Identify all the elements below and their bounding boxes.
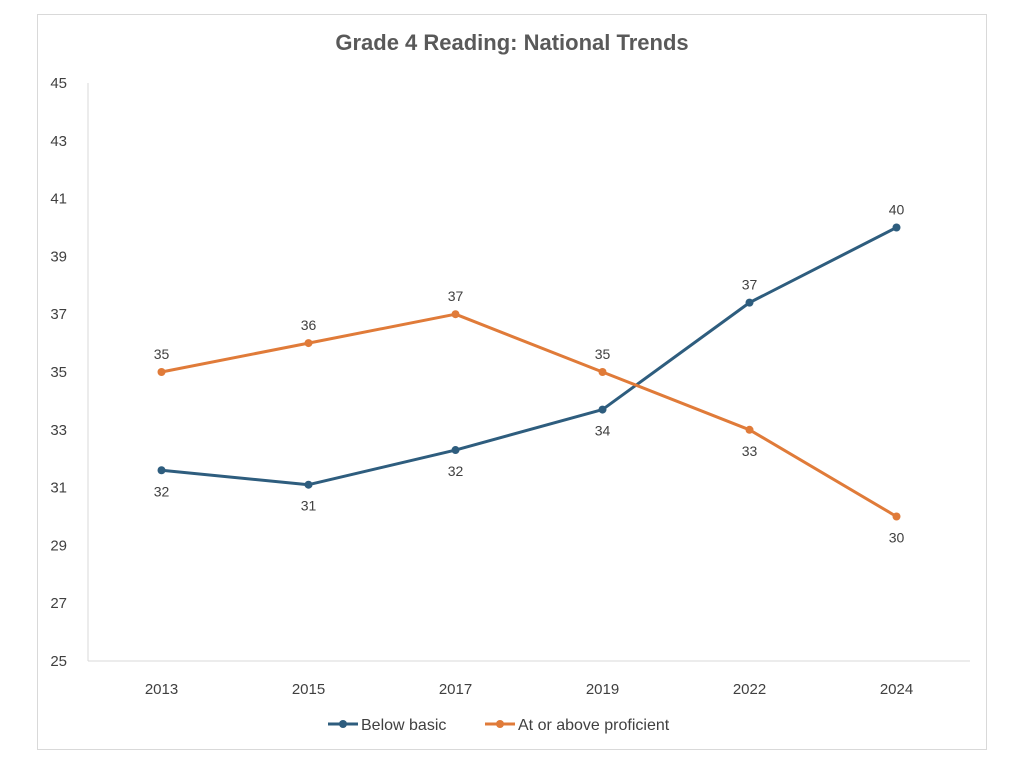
series-layer: 32 31 32 34 37 40 35 36 37 35 33 30	[154, 202, 905, 546]
series-line	[160, 226, 898, 487]
data-point	[892, 512, 901, 521]
data-point	[598, 405, 607, 414]
data-point	[304, 339, 313, 348]
y-tick-label: 41	[50, 191, 67, 208]
data-label: 37	[448, 288, 464, 304]
y-tick-label: 31	[50, 480, 67, 497]
axes: 25 27 29 31 33 35 37 39 41 43 45 2013 2015 2017 2019 20…	[50, 75, 970, 698]
x-tick-label: 2017	[439, 681, 472, 698]
legend-marker	[496, 720, 504, 728]
data-point	[598, 368, 607, 376]
data-point	[304, 480, 313, 489]
y-tick-label: 43	[50, 133, 67, 150]
x-tick-label: 2024	[880, 681, 913, 698]
data-point	[157, 368, 166, 376]
data-label: 32	[448, 463, 464, 479]
data-point	[745, 298, 754, 307]
data-point	[157, 466, 166, 475]
y-tick-label: 45	[50, 75, 67, 92]
legend-label: At or above proficient	[518, 717, 670, 734]
legend: Below basic At or above proficient	[328, 717, 670, 734]
data-label: 40	[889, 202, 905, 218]
chart-title: Grade 4 Reading: National Trends	[335, 30, 689, 55]
x-tick-label: 2019	[586, 681, 619, 698]
data-point	[892, 223, 901, 232]
chart-area	[37, 14, 987, 750]
data-point	[745, 425, 754, 434]
data-label: 34	[595, 423, 611, 439]
y-tick-label: 35	[50, 364, 67, 381]
data-label: 33	[742, 443, 758, 459]
x-tick-label: 2022	[733, 681, 766, 698]
legend-label: Below basic	[361, 717, 446, 734]
data-label: 32	[154, 483, 170, 499]
x-tick-label: 2013	[145, 681, 178, 698]
series-1: 35 36 37 35 33 30	[154, 288, 905, 545]
data-label: 35	[154, 346, 170, 362]
data-label: 37	[742, 277, 758, 293]
y-tick-label: 27	[50, 595, 67, 612]
data-point	[451, 310, 460, 319]
x-tick-label: 2015	[292, 681, 325, 698]
data-label: 31	[301, 498, 317, 514]
y-tick-label: 37	[50, 306, 67, 323]
series-0: 32 31 32 34 37 40	[154, 202, 905, 514]
data-label: 36	[301, 317, 317, 333]
y-tick-label: 25	[50, 653, 67, 670]
y-tick-label: 39	[50, 248, 67, 265]
data-label: 30	[889, 530, 905, 546]
y-tick-label: 33	[50, 422, 67, 439]
data-label: 35	[595, 346, 611, 362]
legend-marker	[339, 720, 347, 728]
series-line	[160, 312, 898, 518]
data-point	[451, 446, 460, 455]
y-tick-label: 29	[50, 537, 67, 554]
